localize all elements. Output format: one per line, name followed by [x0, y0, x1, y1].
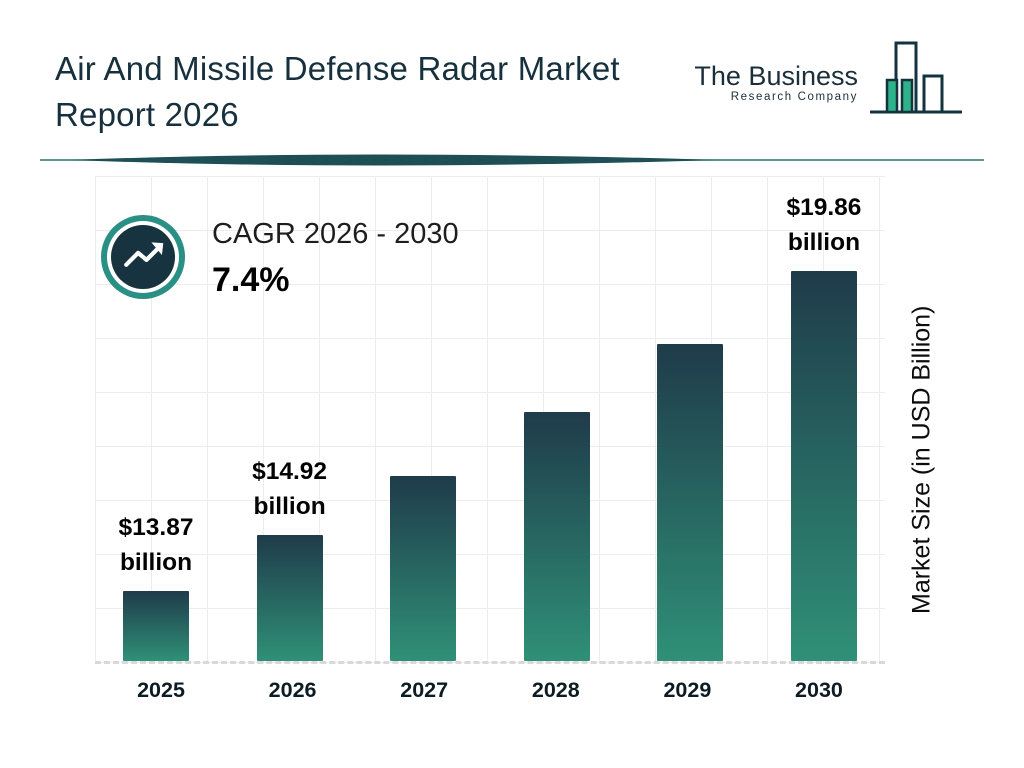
cagr-text-block: CAGR 2026 - 2030 7.4% [212, 218, 459, 300]
bar-column-2025: $13.87 billion [119, 510, 193, 661]
company-logo: The Business Research Company [694, 40, 966, 121]
bar-value-label-2030: $19.86 billion [786, 193, 862, 257]
chart-plot-area: $13.87 billion $14.92 billion $19.86 billion [95, 176, 885, 664]
cagr-badge [111, 225, 175, 289]
header-divider [40, 153, 984, 169]
y-axis-title: Market Size (in USD Billion) [907, 305, 936, 615]
page-title-line1: Air And Missile Defense Radar Market [55, 50, 620, 87]
bar-value-label-2025: $13.87 billion [118, 513, 194, 577]
bar-chart-logo-icon [866, 40, 966, 121]
bar-2027 [390, 476, 457, 661]
logo-subname: Research Company [730, 91, 858, 103]
bar-2028 [523, 412, 590, 661]
bars-row: $13.87 billion $14.92 billion $19.86 billion [95, 190, 885, 661]
cagr-label: CAGR 2026 - 2030 [212, 218, 459, 250]
trend-up-arrow-icon [115, 227, 171, 288]
bar-value-label-2026: $14.92 billion [252, 457, 328, 521]
x-axis-label-2026: 2026 [268, 678, 317, 702]
bar-2030 [790, 271, 857, 661]
bar-column-2029 [657, 344, 724, 661]
cagr-value: 7.4% [212, 261, 290, 299]
page-title: Air And Missile Defense Radar Market Rep… [55, 46, 620, 138]
x-axis-label-2028: 2028 [531, 678, 580, 702]
bar-2025 [123, 591, 189, 661]
bar-2026 [256, 535, 323, 661]
x-axis-labels: 2025 2026 2027 2028 2029 2030 [95, 678, 885, 703]
bar-column-2028 [523, 412, 590, 661]
bar-column-2026: $14.92 billion [252, 454, 327, 661]
bar-column-2027 [390, 476, 457, 661]
x-axis-label-2027: 2027 [400, 678, 449, 702]
x-axis-label-2029: 2029 [663, 678, 712, 702]
bar-column-2030: $19.86 billion [787, 190, 861, 661]
x-axis-label-2025: 2025 [137, 678, 185, 702]
bar-2029 [657, 344, 724, 661]
logo-name: The Business [694, 61, 858, 91]
x-axis-label-2030: 2030 [795, 678, 843, 702]
company-logo-text: The Business Research Company [694, 40, 858, 103]
page-title-line2: Report 2026 [55, 96, 239, 133]
